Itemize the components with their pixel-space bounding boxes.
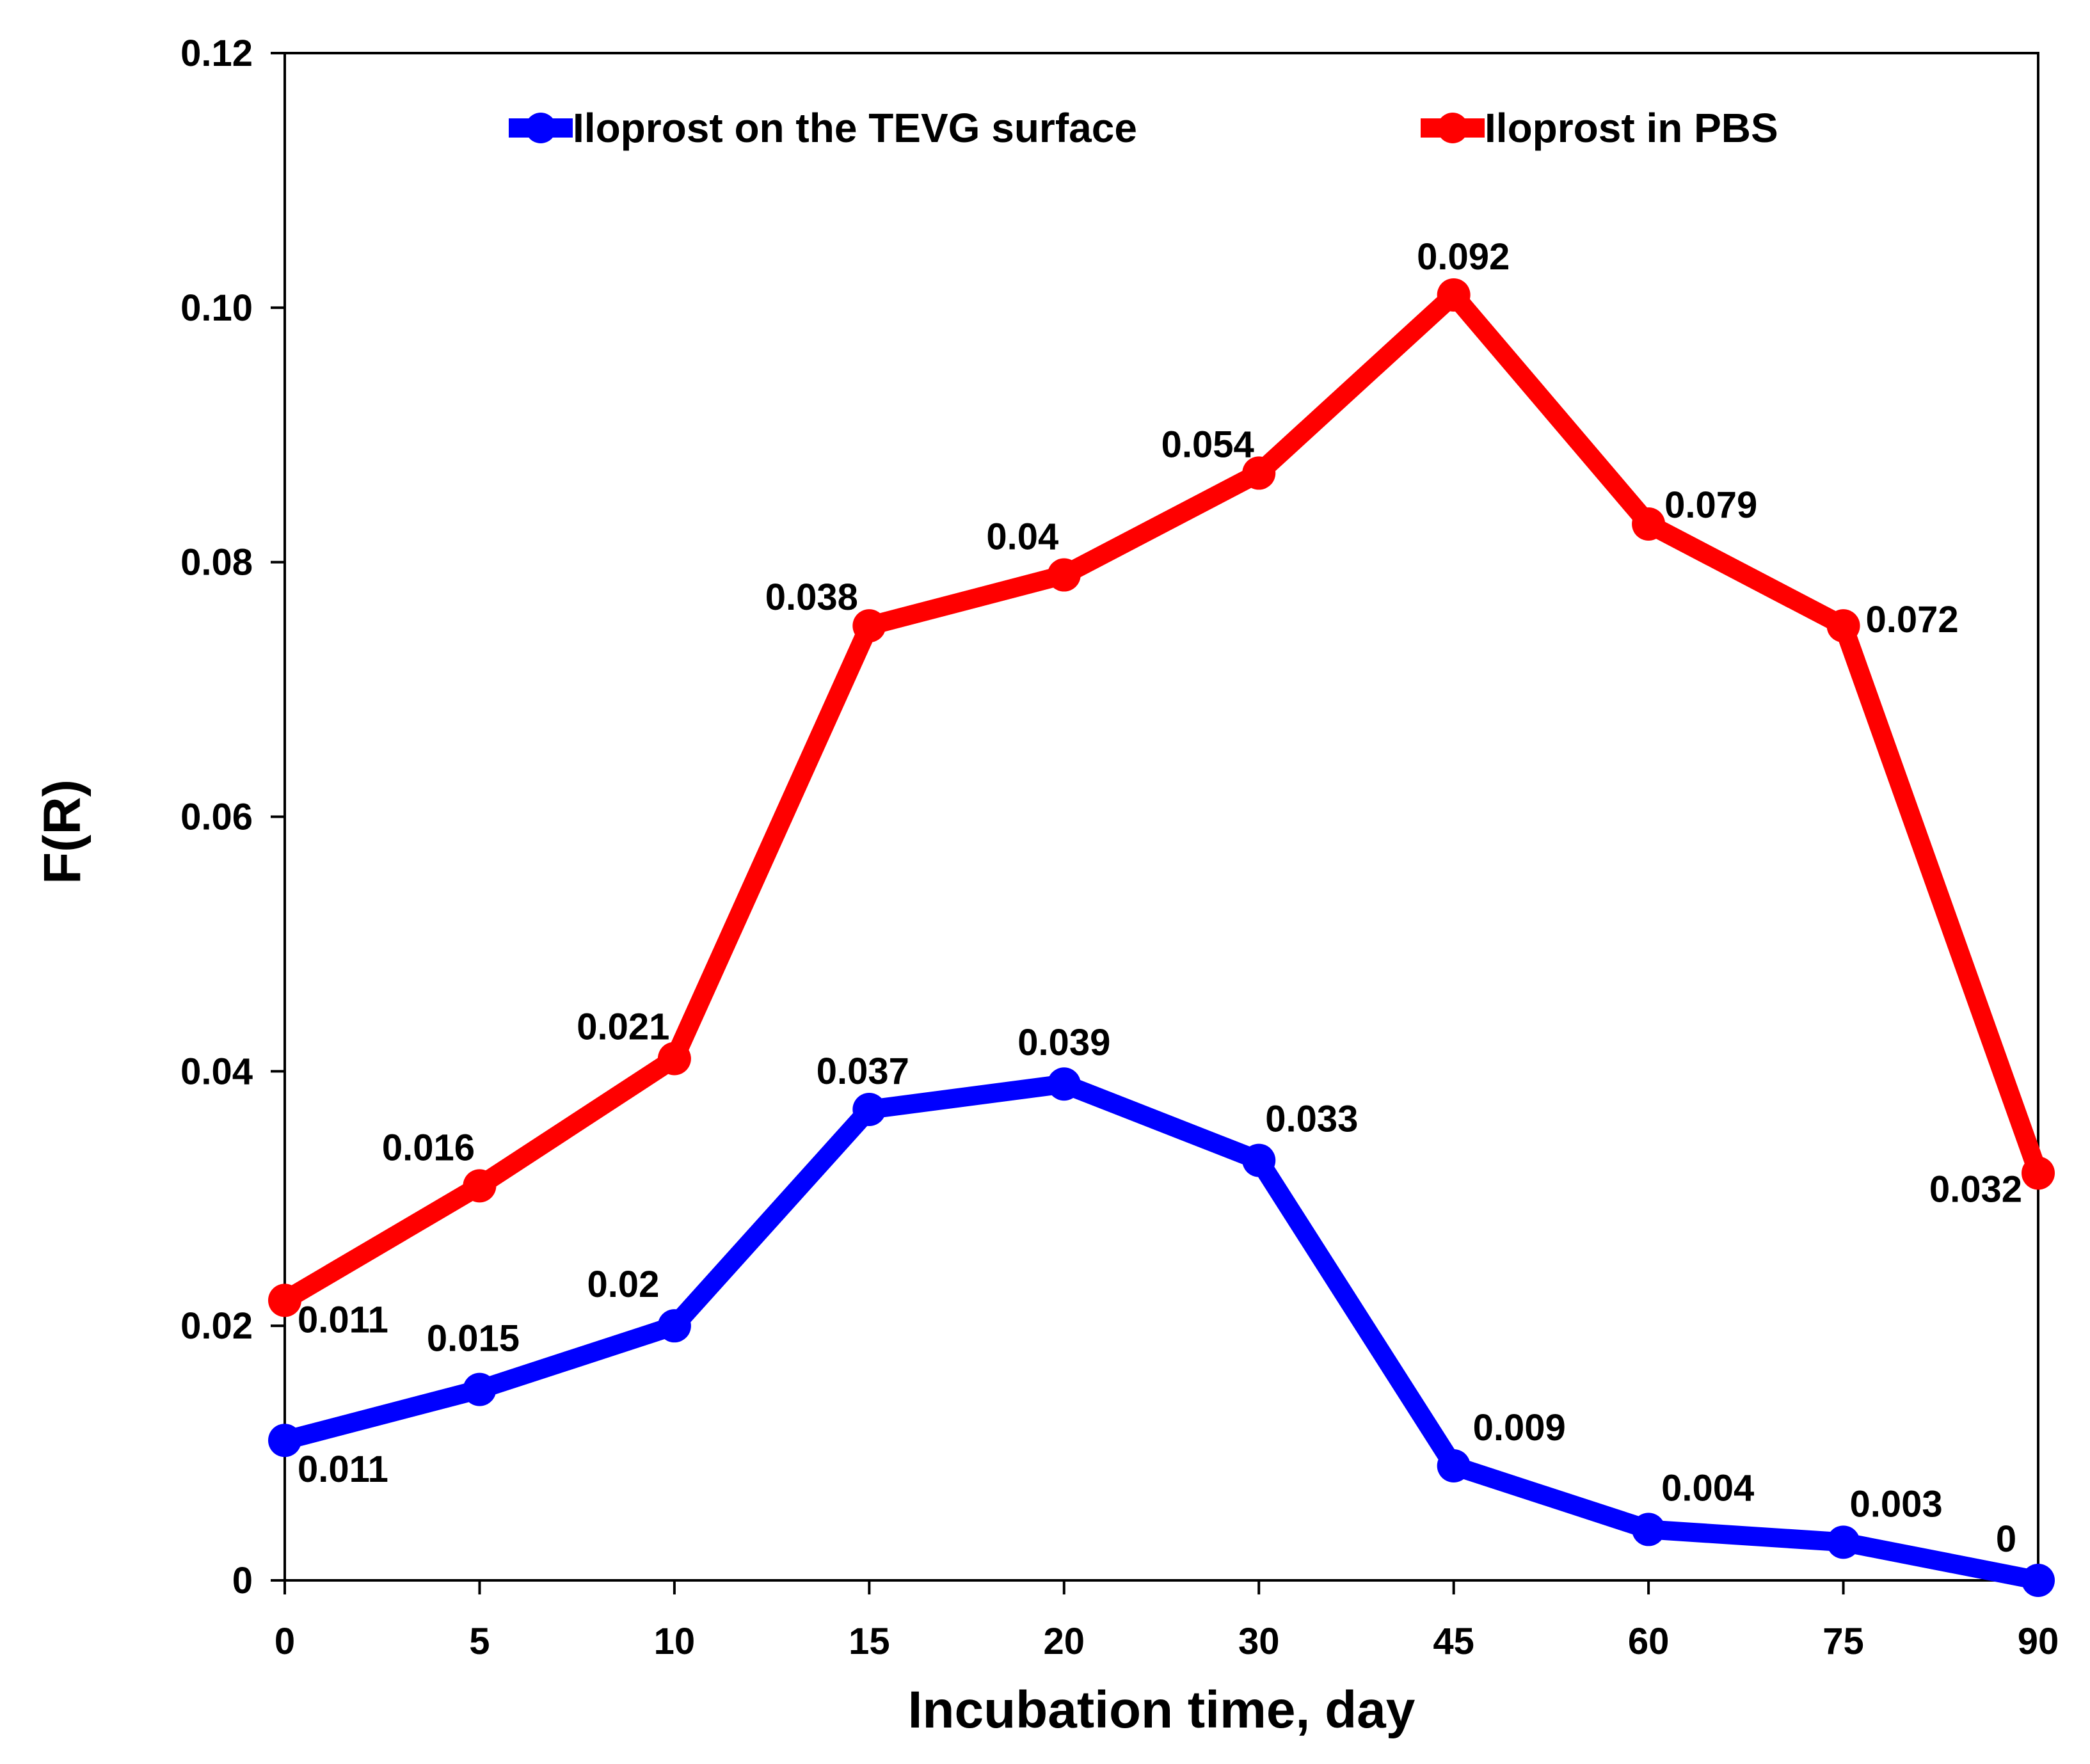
- legend-swatch-marker: [1437, 113, 1468, 143]
- x-tick-label: 45: [1433, 1621, 1474, 1662]
- data-point-1: [1632, 507, 1666, 541]
- data-label-0: 0.003: [1850, 1483, 1943, 1525]
- series-line-0: [275, 1074, 2048, 1590]
- y-tick-label: 0.02: [180, 1305, 253, 1347]
- legend-swatch-marker: [525, 113, 556, 143]
- data-label-0: 0: [1996, 1518, 2016, 1560]
- data-label-1: 0.04: [986, 516, 1058, 558]
- data-label-1: 0.011: [298, 1299, 388, 1340]
- x-axis-title: Incubation time, day: [908, 1681, 1416, 1739]
- axes: 0 0.02 0.04 0.06 0.08 0.10 0.12 0 5 10 15 20 30 45 60 7…: [180, 33, 2059, 1662]
- data-point-0: [268, 1424, 301, 1458]
- legend-label: Iloprost on the TEVG surface: [573, 105, 1137, 151]
- data-point-0: [2022, 1564, 2055, 1597]
- data-label-1: 0.021: [577, 1006, 669, 1047]
- y-tick-label: 0: [232, 1560, 253, 1601]
- x-tick-label: 30: [1238, 1621, 1280, 1662]
- data-point-0: [852, 1093, 886, 1127]
- data-label-0: 0.037: [817, 1051, 909, 1092]
- series-line-1: [275, 285, 2048, 1310]
- data-point-0: [463, 1372, 497, 1406]
- x-tick-label: 60: [1628, 1621, 1670, 1662]
- y-tick-label: 0.06: [180, 797, 253, 838]
- data-point-1: [657, 1042, 691, 1076]
- x-tick-label: 20: [1044, 1621, 1085, 1662]
- data-label-1: 0.079: [1664, 484, 1757, 526]
- legend: Iloprost on the TEVG surface Iloprost in …: [509, 105, 1778, 151]
- data-point-1: [268, 1283, 301, 1317]
- data-label-0: 0.004: [1661, 1467, 1754, 1509]
- data-label-0: 0.033: [1265, 1099, 1358, 1140]
- data-label-0: 0.011: [298, 1449, 388, 1490]
- data-point-1: [1826, 609, 1860, 643]
- data-point-0: [1632, 1513, 1666, 1546]
- data-point-1: [463, 1169, 497, 1203]
- data-label-0: 0.039: [1017, 1022, 1110, 1063]
- x-tick-label: 10: [654, 1621, 696, 1662]
- data-point-1: [852, 609, 886, 643]
- data-point-1: [2022, 1156, 2055, 1190]
- data-point-1: [1242, 456, 1276, 490]
- data-label-1: 0.016: [382, 1127, 475, 1168]
- x-tick-label: 15: [849, 1621, 890, 1662]
- x-tick-label: 75: [1823, 1621, 1864, 1662]
- x-tick-label: 0: [275, 1621, 295, 1662]
- y-tick-label: 0.04: [180, 1051, 253, 1092]
- y-axis-title: F(R): [33, 779, 92, 884]
- data-point-0: [1437, 1449, 1471, 1482]
- data-label-0: 0.02: [587, 1264, 659, 1305]
- data-point-1: [1437, 278, 1471, 312]
- x-tick-label: 5: [469, 1621, 490, 1662]
- y-tick-label: 0.08: [180, 542, 253, 584]
- data-label-1: 0.038: [765, 576, 858, 618]
- data-point-0: [1242, 1143, 1276, 1177]
- data-label-0: 0.015: [427, 1318, 520, 1360]
- series-layer: [268, 278, 2055, 1597]
- legend-label: Iloprost in PBS: [1485, 105, 1778, 151]
- x-tick-label: 90: [2018, 1621, 2059, 1662]
- data-label-0: 0.009: [1473, 1407, 1566, 1449]
- data-label-1: 0.072: [1866, 599, 1959, 640]
- plot-frame: [283, 52, 2039, 1582]
- data-point-0: [1047, 1067, 1081, 1101]
- data-point-0: [1826, 1525, 1860, 1559]
- data-label-1: 0.032: [1929, 1168, 2022, 1210]
- data-label-1: 0.054: [1161, 424, 1254, 465]
- data-labels: 0.011 0.015 0.02 0.037 0.039 0.033 0.009 0.004 0…: [298, 236, 2022, 1560]
- data-point-1: [1047, 558, 1081, 592]
- data-label-1: 0.092: [1417, 236, 1510, 278]
- y-tick-label: 0.10: [180, 287, 253, 329]
- y-tick-label: 0.12: [180, 33, 253, 74]
- data-point-0: [657, 1309, 691, 1343]
